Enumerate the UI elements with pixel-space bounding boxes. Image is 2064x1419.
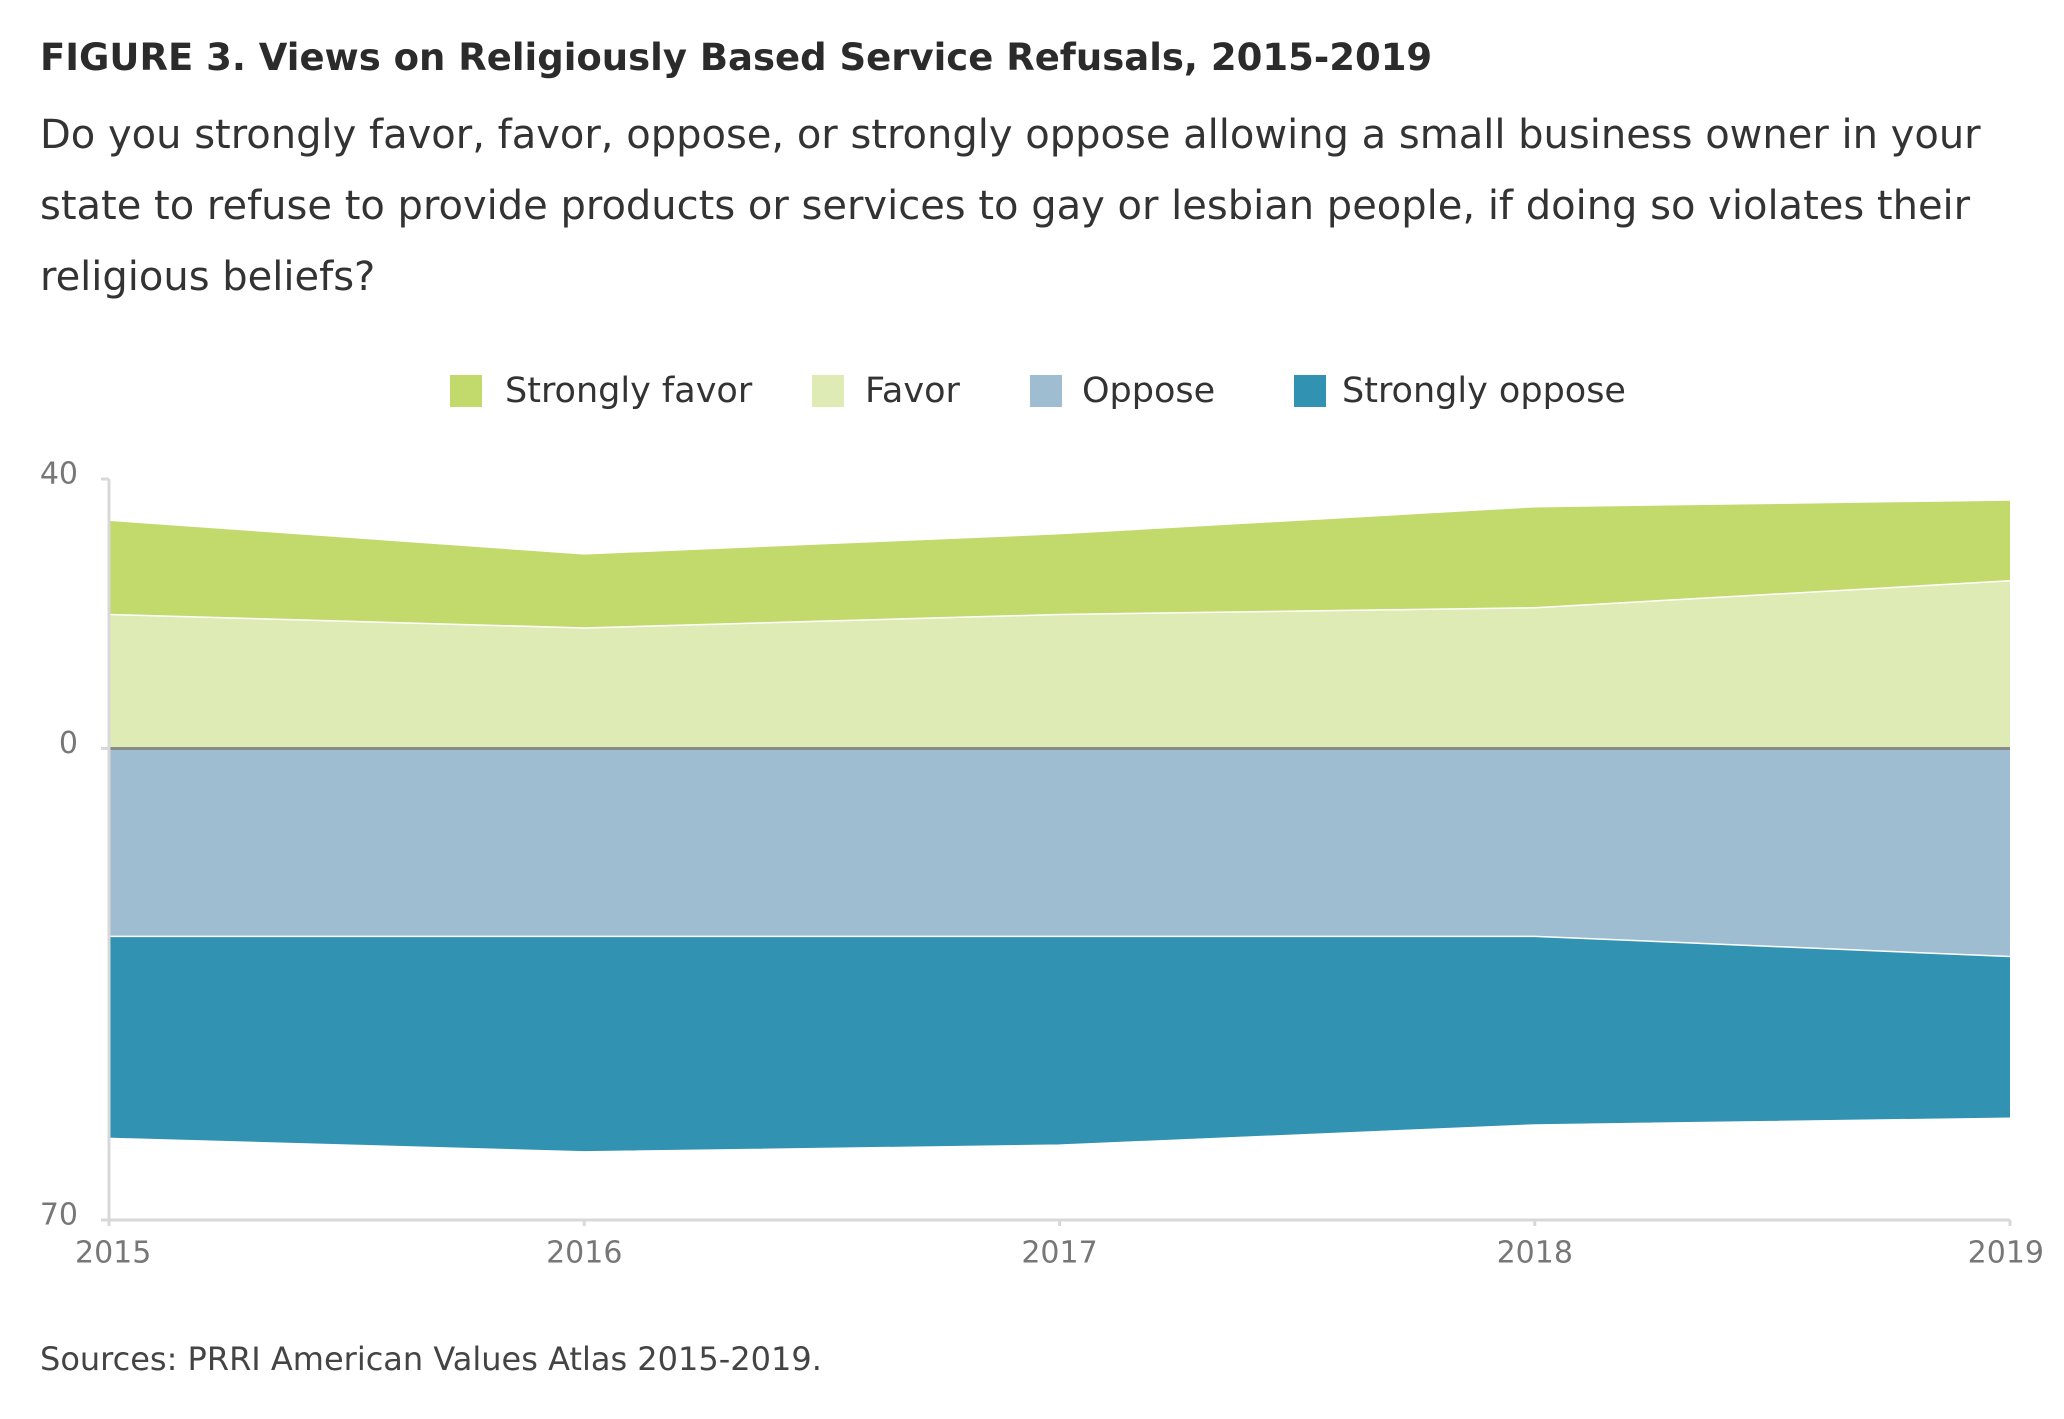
legend-swatch: [450, 375, 482, 407]
legend-label: Oppose: [1082, 371, 1215, 411]
legend-label: Favor: [865, 371, 960, 411]
legend-swatch: [1294, 375, 1326, 407]
legend-label: Strongly favor: [505, 371, 753, 411]
area: [109, 748, 2010, 958]
source-note: Sources: PRRI American Values Atlas 2015…: [40, 1340, 822, 1378]
y-tick-label: 70: [40, 1198, 78, 1233]
area-edge: [108, 497, 2011, 555]
legend-label: Strongly oppose: [1342, 371, 1626, 411]
chart-subtitle: Do you strongly favor, favor, oppose, or…: [40, 112, 1981, 300]
area: [109, 937, 2010, 1153]
y-tick-label: 40: [40, 457, 78, 492]
y-tick-label: 0: [59, 726, 78, 761]
x-tick-label: 2018: [1497, 1236, 1573, 1271]
area-edge: [108, 1117, 2011, 1155]
legend-swatch: [812, 375, 844, 407]
legend-swatch: [1030, 375, 1062, 407]
area: [109, 499, 2010, 628]
x-tick-label: 2015: [75, 1236, 151, 1271]
area: [109, 580, 2010, 749]
x-tick-label: 2019: [1968, 1236, 2044, 1271]
x-tick-label: 2017: [1021, 1236, 1097, 1271]
x-tick-label: 2016: [546, 1236, 622, 1271]
chart-title: FIGURE 3. Views on Religiously Based Ser…: [40, 36, 1433, 79]
